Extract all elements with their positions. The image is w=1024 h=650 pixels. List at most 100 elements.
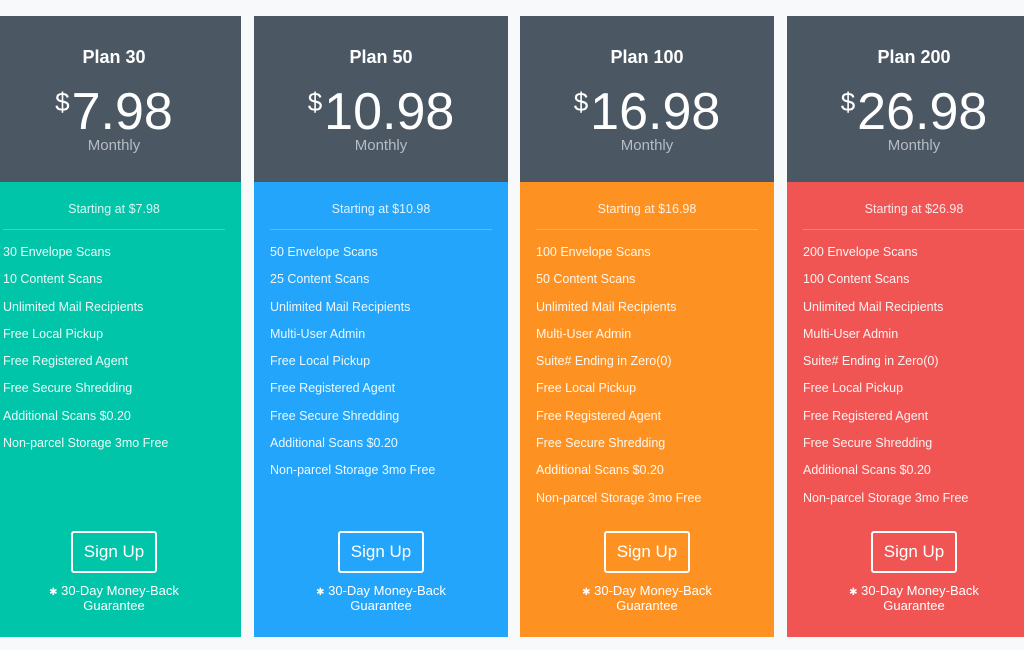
pricing-card: Plan 100 $16.98 Monthly Starting at $16.…: [520, 16, 774, 637]
feature-item: Suite# Ending in Zero(0): [803, 354, 939, 369]
divider: [270, 229, 492, 230]
feature-item: Unlimited Mail Recipients: [270, 299, 411, 314]
feature-list: 50 Envelope Scans 25 Content Scans Unlimit…: [254, 242, 508, 488]
card-body: Starting at $7.98 30 Envelope Scans 10 Co…: [0, 182, 241, 637]
money-back-guarantee: ✱ 30-Day Money-Back Guarantee: [520, 584, 774, 612]
feature-item: Additional Scans $0.20: [3, 408, 131, 423]
card-body: Starting at $26.98 200 Envelope Scans 100…: [787, 182, 1024, 637]
feature-item: Unlimited Mail Recipients: [3, 299, 144, 314]
guarantee-text: 30-Day Money-Back: [328, 583, 446, 598]
pricing-card: Plan 30 $7.98 Monthly Starting at $7.98 …: [0, 16, 241, 637]
divider: [803, 229, 1024, 230]
feature-item: Free Secure Shredding: [803, 436, 933, 451]
feature-item: Free Local Pickup: [803, 381, 904, 396]
plan-price: $7.98: [0, 82, 241, 142]
plan-name: Plan 30: [82, 47, 146, 67]
card-header: Plan 200 $26.98 Monthly: [787, 16, 1024, 182]
guarantee-text-2: Guarantee: [83, 598, 145, 613]
feature-item: Non-parcel Storage 3mo Free: [803, 490, 969, 505]
guarantee-text-2: Guarantee: [883, 598, 945, 613]
sign-up-button[interactable]: Sign Up: [71, 531, 157, 573]
feature-list: 30 Envelope Scans 10 Content Scans Unlimit…: [0, 242, 241, 460]
billing-period: Monthly: [620, 137, 674, 154]
asterisk-icon: ✱: [316, 587, 325, 598]
asterisk-icon: ✱: [849, 587, 858, 598]
feature-item: Additional Scans $0.20: [536, 463, 664, 478]
billing-period: Monthly: [87, 137, 141, 154]
feature-item: Free Registered Agent: [803, 408, 929, 423]
pricing-card: Plan 50 $10.98 Monthly Starting at $10.9…: [254, 16, 508, 637]
feature-item: Free Secure Shredding: [536, 436, 666, 451]
price-amount: 7.98: [71, 83, 173, 141]
price-amount: 10.98: [324, 83, 455, 141]
plan-name: Plan 100: [610, 47, 684, 67]
pricing-card: Plan 200 $26.98 Monthly Starting at $26.…: [787, 16, 1024, 637]
feature-item: Free Registered Agent: [536, 408, 662, 423]
currency-symbol: $: [307, 87, 323, 117]
feature-item: Free Local Pickup: [270, 354, 371, 369]
feature-item: Multi-User Admin: [536, 326, 632, 341]
feature-item: Free Registered Agent: [3, 354, 129, 369]
divider: [3, 229, 225, 230]
card-header: Plan 50 $10.98 Monthly: [254, 16, 508, 182]
asterisk-icon: ✱: [49, 587, 58, 598]
asterisk-icon: ✱: [582, 587, 591, 598]
price-amount: 26.98: [857, 83, 988, 141]
sign-up-button[interactable]: Sign Up: [604, 531, 690, 573]
feature-item: Free Registered Agent: [270, 381, 396, 396]
feature-item: 10 Content Scans: [3, 272, 103, 287]
feature-item: Multi-User Admin: [270, 326, 366, 341]
card-body: Starting at $10.98 50 Envelope Scans 25 C…: [254, 182, 508, 637]
feature-item: Non-parcel Storage 3mo Free: [270, 463, 436, 478]
feature-item: Suite# Ending in Zero(0): [536, 354, 672, 369]
sign-up-button[interactable]: Sign Up: [871, 531, 957, 573]
feature-item: 200 Envelope Scans: [803, 245, 918, 259]
feature-item: 50 Envelope Scans: [270, 245, 378, 259]
money-back-guarantee: ✱ 30-Day Money-Back Guarantee: [787, 584, 1024, 612]
feature-item: Unlimited Mail Recipients: [803, 299, 944, 314]
starting-price: Starting at $16.98: [597, 202, 697, 216]
money-back-guarantee: ✱ 30-Day Money-Back Guarantee: [254, 584, 508, 612]
plan-price: $10.98: [254, 82, 508, 142]
guarantee-text: 30-Day Money-Back: [861, 583, 979, 598]
feature-list: 200 Envelope Scans 100 Content Scans Unlim…: [787, 242, 1024, 515]
feature-list: 100 Envelope Scans 50 Content Scans Unlimi…: [520, 242, 774, 515]
currency-symbol: $: [573, 87, 589, 117]
card-header: Plan 30 $7.98 Monthly: [0, 16, 241, 182]
sign-up-button[interactable]: Sign Up: [338, 531, 424, 573]
feature-item: Unlimited Mail Recipients: [536, 299, 677, 314]
feature-item: Additional Scans $0.20: [270, 436, 398, 451]
feature-item: Non-parcel Storage 3mo Free: [3, 436, 169, 451]
guarantee-text: 30-Day Money-Back: [61, 583, 179, 598]
feature-item: Free Secure Shredding: [3, 381, 133, 396]
starting-price: Starting at $26.98: [864, 202, 964, 216]
feature-item: Additional Scans $0.20: [803, 463, 931, 478]
plan-price: $16.98: [520, 82, 774, 142]
feature-item: Free Local Pickup: [536, 381, 637, 396]
guarantee-text: 30-Day Money-Back: [594, 583, 712, 598]
feature-item: 100 Content Scans: [803, 272, 910, 287]
billing-period: Monthly: [887, 137, 941, 154]
starting-price: Starting at $7.98: [68, 202, 160, 216]
feature-item: Free Local Pickup: [3, 326, 104, 341]
card-header: Plan 100 $16.98 Monthly: [520, 16, 774, 182]
feature-item: 50 Content Scans: [536, 272, 636, 287]
billing-period: Monthly: [354, 137, 408, 154]
feature-item: Non-parcel Storage 3mo Free: [536, 490, 702, 505]
currency-symbol: $: [55, 87, 70, 117]
guarantee-text-2: Guarantee: [350, 598, 412, 613]
divider: [536, 229, 758, 230]
plan-name: Plan 200: [877, 47, 951, 67]
starting-price: Starting at $10.98: [331, 202, 431, 216]
feature-item: 30 Envelope Scans: [3, 245, 111, 259]
card-body: Starting at $16.98 100 Envelope Scans 50 …: [520, 182, 774, 637]
money-back-guarantee: ✱ 30-Day Money-Back Guarantee: [0, 584, 241, 612]
guarantee-text-2: Guarantee: [616, 598, 678, 613]
plan-price: $26.98: [787, 82, 1024, 142]
feature-item: 25 Content Scans: [270, 272, 370, 287]
plan-name: Plan 50: [349, 47, 413, 67]
feature-item: Multi-User Admin: [803, 326, 899, 341]
feature-item: 100 Envelope Scans: [536, 245, 651, 259]
feature-item: Free Secure Shredding: [270, 408, 400, 423]
price-amount: 16.98: [590, 83, 721, 141]
